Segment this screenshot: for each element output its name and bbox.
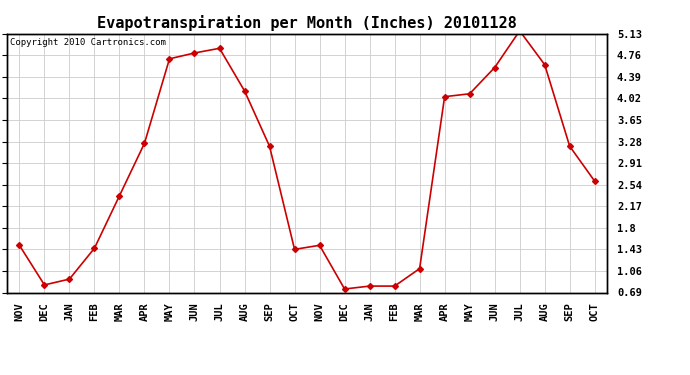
Text: Copyright 2010 Cartronics.com: Copyright 2010 Cartronics.com — [10, 38, 166, 46]
Title: Evapotranspiration per Month (Inches) 20101128: Evapotranspiration per Month (Inches) 20… — [97, 15, 517, 31]
